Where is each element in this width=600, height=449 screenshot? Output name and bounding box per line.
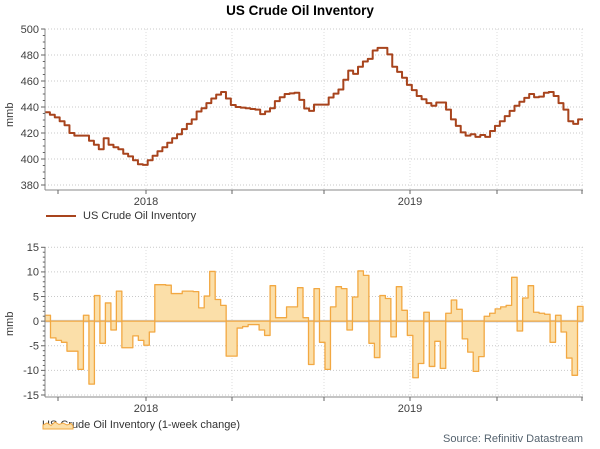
chart-title: US Crude Oil Inventory: [226, 3, 374, 18]
svg-text:0: 0: [33, 316, 39, 328]
change-chart: -15 -10 -5 0 5 10 15 2018 2019: [23, 242, 584, 415]
bottom-y-axis-label: mmb: [4, 311, 16, 336]
inventory-legend: US Crude Oil Inventory: [46, 210, 196, 222]
change-axes: -15 -10 -5 0 5 10 15 2018 2019: [23, 242, 583, 415]
inventory-chart: 380 400 420 440 460 480 500 2018 2019: [21, 24, 583, 208]
svg-text:480: 480: [21, 50, 39, 62]
change-legend: US Crude Oil Inventory (1-week change): [42, 419, 240, 431]
top-y-axis-label: mmb: [4, 102, 16, 127]
svg-text:-10: -10: [23, 365, 39, 377]
svg-text:400: 400: [21, 154, 39, 166]
svg-text:2019: 2019: [398, 403, 422, 415]
svg-text:500: 500: [21, 24, 39, 36]
svg-text:2019: 2019: [398, 196, 422, 208]
svg-text:10: 10: [27, 267, 39, 279]
inventory-axes: 380 400 420 440 460 480 500 2018 2019: [21, 24, 583, 208]
source-credit: Source: Refinitiv Datastream: [443, 433, 583, 445]
inventory-series-line: [45, 46, 583, 166]
change-area-swatch: [42, 421, 74, 430]
svg-text:-5: -5: [29, 341, 39, 353]
change-series-area: [44, 270, 584, 385]
svg-text:420: 420: [21, 128, 39, 140]
svg-text:380: 380: [21, 180, 39, 192]
change-legend-label: US Crude Oil Inventory (1-week change): [42, 419, 241, 431]
svg-text:2018: 2018: [134, 196, 158, 208]
inventory-line-swatch: [46, 214, 76, 218]
svg-text:5: 5: [33, 291, 39, 303]
svg-text:440: 440: [21, 102, 39, 114]
svg-text:2018: 2018: [134, 403, 158, 415]
svg-text:15: 15: [27, 242, 39, 254]
inventory-legend-label: US Crude Oil Inventory: [83, 210, 197, 222]
svg-text:-15: -15: [23, 390, 39, 402]
svg-text:460: 460: [21, 76, 39, 88]
